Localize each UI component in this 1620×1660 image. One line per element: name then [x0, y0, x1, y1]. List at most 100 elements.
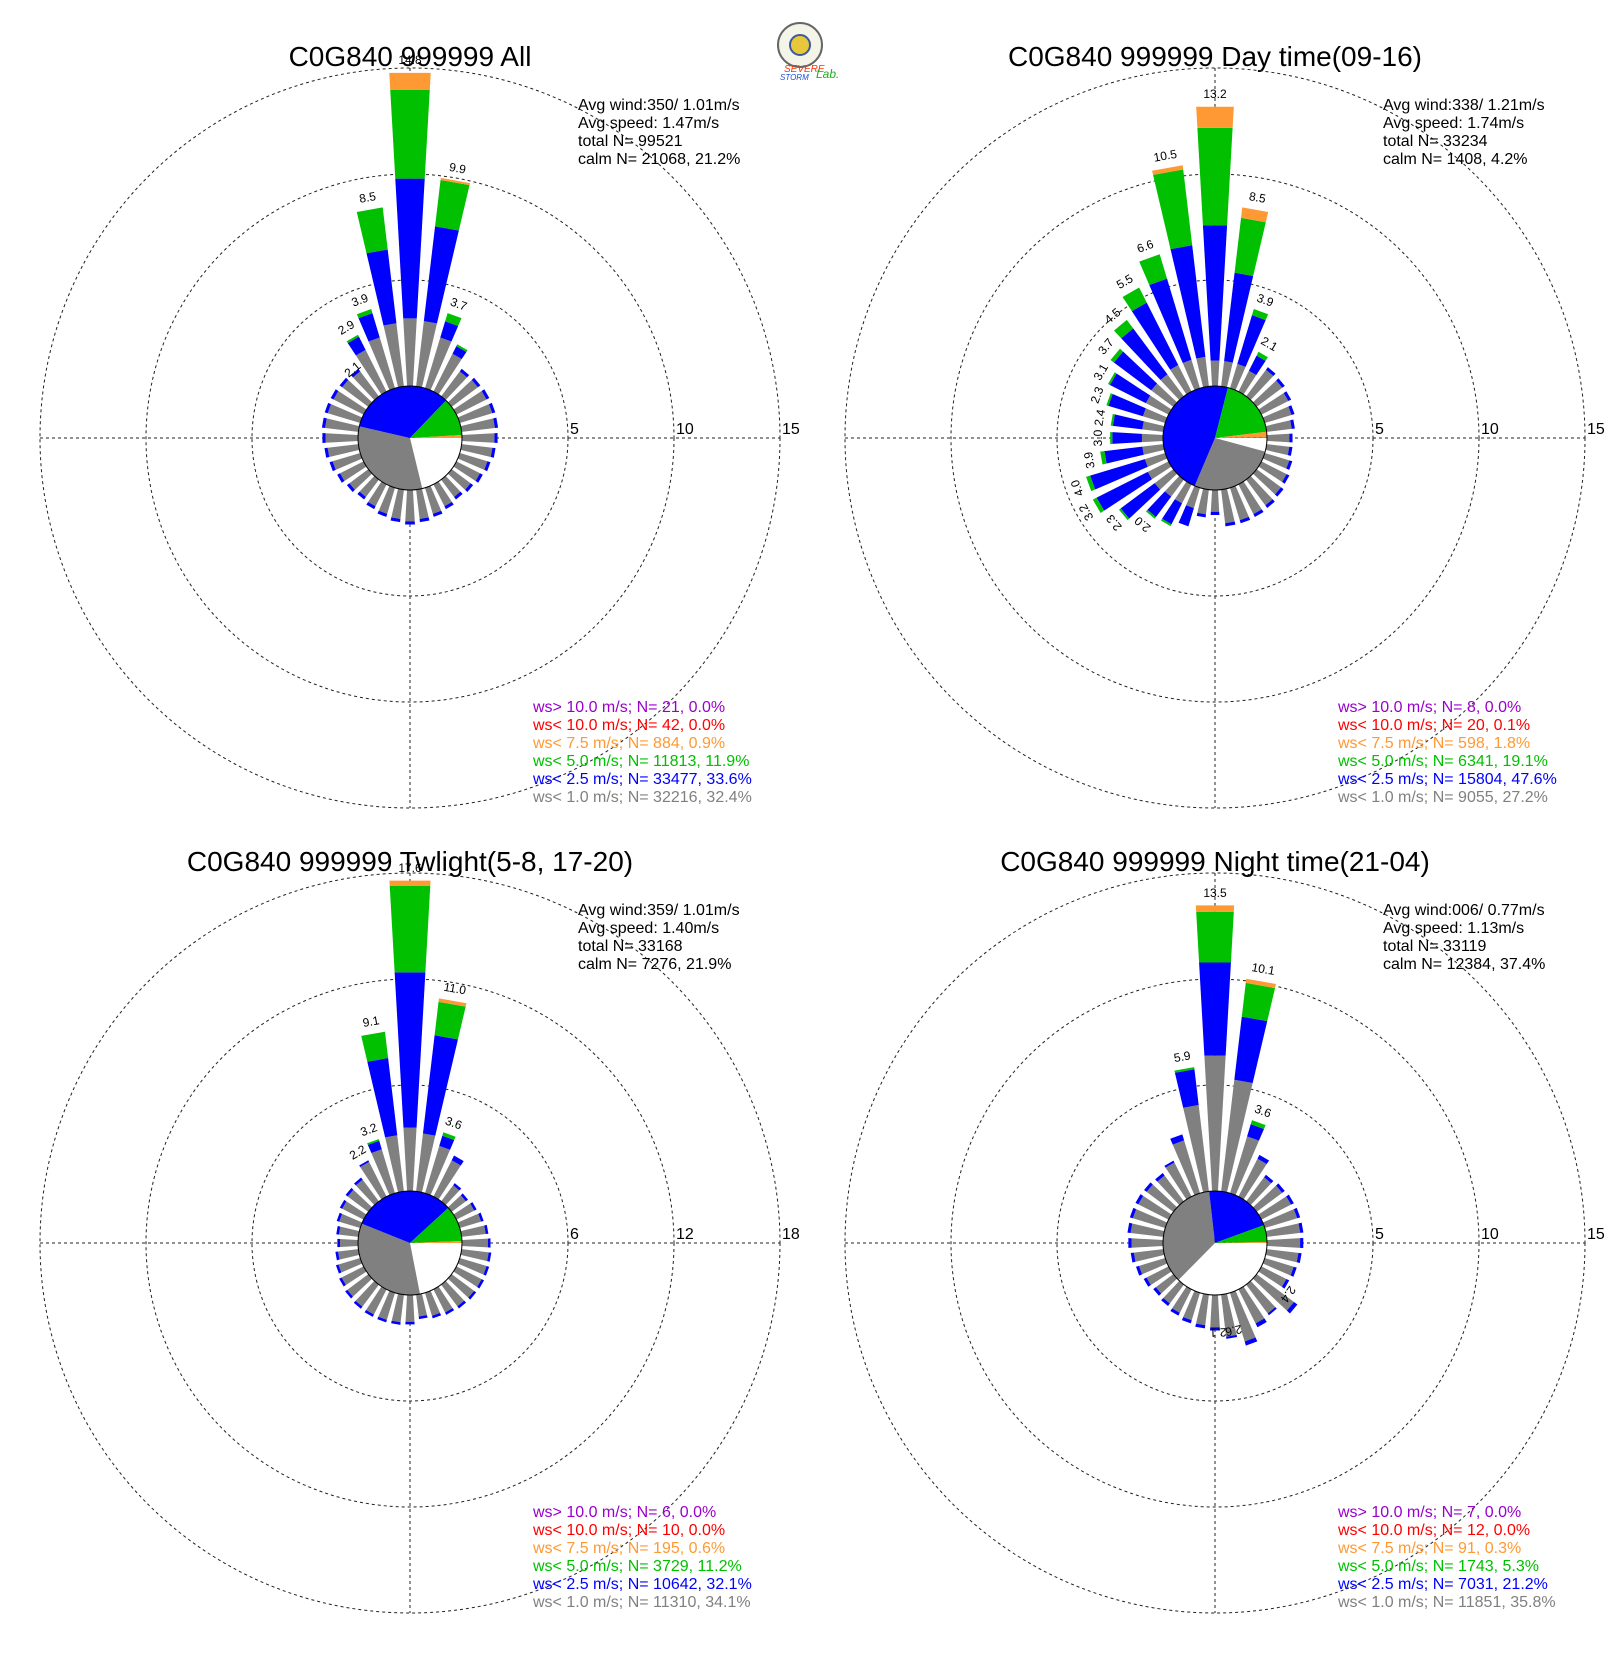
sector-bar--110-class-2: [1090, 459, 1148, 490]
ring-label: 15: [782, 421, 800, 438]
bar-value-label: 2.9: [335, 317, 357, 338]
bar-value-label: 8.5: [1248, 189, 1267, 206]
ring-label: 5: [1375, 1226, 1384, 1243]
pie-slice-class-2: [1209, 1191, 1264, 1243]
sector-bar-170-class-1: [416, 488, 429, 519]
sector-bar--150-class-2: [366, 501, 376, 510]
sector-bar-170-class-1: [416, 1293, 427, 1317]
sector-bar-0-class-1: [403, 1127, 417, 1192]
sector-bar--50-class-2: [1113, 351, 1158, 391]
sector-bar--30-class-2: [1131, 302, 1179, 370]
chart-title: C0G840 999999 All: [289, 41, 532, 72]
sector-bar--170-class-2: [391, 1320, 401, 1325]
sector-bar--170-class-1: [391, 488, 404, 519]
sector-bar-50-class-2: [1276, 378, 1285, 388]
chart-title: C0G840 999999 Night time(21-04): [1000, 846, 1430, 877]
pie-slice-class-3: [410, 1207, 462, 1243]
sector-bar--40-class-2: [350, 368, 361, 378]
sector-bar-80-class-2: [484, 1224, 489, 1235]
sector-bar-0-class-1: [403, 318, 417, 387]
sector-bar-90-class-1: [1266, 433, 1290, 443]
sector-bar-170-class-1: [1221, 488, 1235, 524]
sector-bar--140-class-2: [1147, 491, 1172, 518]
sector-bar--10-class-2: [1170, 245, 1206, 359]
bar-value-label: 3.6: [443, 1114, 464, 1133]
sector-bar-20-class-1: [424, 337, 452, 391]
calm-slice: [410, 1243, 462, 1295]
windrose-panel-3: C0G840 999999 Twlight(5-8, 17-20) 6 12 18 17…: [39, 846, 800, 1614]
sector-bar--80-class-2: [1127, 1222, 1133, 1234]
sector-bar-0-class-4: [389, 880, 431, 886]
legend-entry: ws< 1.0 m/s; N= 9055, 27.2%: [1337, 789, 1548, 806]
sector-bar--20-class-2: [367, 1140, 382, 1154]
sector-bar-80-class-2: [493, 417, 499, 428]
calm-circle: [357, 1190, 463, 1296]
sector-bar-140-class-2: [454, 491, 463, 500]
sector-bar--170-class-1: [1196, 1293, 1209, 1326]
bar-value-label: 2.2: [347, 1142, 369, 1163]
pie-slice-class-1: [1194, 438, 1266, 490]
sector-bar--100-class-2: [1130, 1252, 1136, 1263]
sector-bar--90-class-1: [325, 433, 359, 443]
legend-entry: ws< 5.0 m/s; N= 3729, 11.2%: [532, 1558, 742, 1575]
sector-bar-10-class-1: [416, 1133, 436, 1193]
legend-entry: ws> 10.0 m/s; N= 7, 0.0%: [1337, 1504, 1521, 1521]
sector-bar--170-class-2: [1196, 512, 1206, 518]
sector-bar--90-class-1: [1141, 433, 1164, 443]
legend-entry: ws< 1.0 m/s; N= 32216, 32.4%: [532, 789, 752, 806]
sector-bar--80-class-1: [1142, 421, 1165, 432]
sector-bar--40-class-2: [1155, 1172, 1165, 1182]
sector-bar-160-class-2: [432, 510, 443, 517]
calm-slice: [410, 438, 462, 489]
sector-bar-130-class-1: [1252, 469, 1282, 495]
sector-bar-150-class-2: [445, 1308, 455, 1315]
bar-value-label: 2.4: [1091, 408, 1108, 427]
sector-bar--110-class-2: [1135, 1265, 1143, 1276]
sector-bar-160-class-2: [1244, 1337, 1258, 1346]
sector-bar--10-class-3: [356, 207, 388, 254]
sector-bar-170-class-2: [419, 517, 430, 523]
sector-bar-30-class-2: [1257, 1154, 1270, 1165]
sector-bar--10-class-3: [1153, 169, 1193, 250]
sector-bar--10-class-2: [367, 1058, 398, 1138]
sector-bar--80-class-1: [1130, 1223, 1165, 1237]
sector-bar--180-class-1: [405, 1294, 415, 1322]
bar-value-label: 6.6: [1135, 237, 1156, 256]
sector-bar--20-class-1: [368, 337, 396, 391]
sector-bar--180-class-2: [405, 1321, 415, 1325]
sector-bar--20-class-2: [1149, 278, 1192, 363]
sector-bar-110-class-2: [1290, 1266, 1297, 1277]
sector-bar--180-class-2: [1210, 511, 1220, 515]
pie-slice-class-2: [361, 1190, 449, 1243]
legend-entry: ws< 2.5 m/s; N= 7031, 21.2%: [1337, 1576, 1548, 1593]
legend-entry: ws< 5.0 m/s; N= 1743, 5.3%: [1337, 1558, 1539, 1575]
sector-bar--120-class-2: [1143, 1277, 1151, 1287]
sector-bar--130-class-2: [1153, 1287, 1162, 1296]
sector-bar--30-class-1: [360, 1161, 387, 1200]
sector-bar-130-class-2: [468, 1290, 477, 1300]
sector-bar--140-class-2: [1161, 1297, 1170, 1306]
sector-bar--20-class-3: [1139, 254, 1168, 286]
sector-bar--150-class-1: [366, 1286, 387, 1315]
sector-bar--70-class-2: [336, 1212, 343, 1222]
sector-bar-0-class-3: [1196, 911, 1234, 963]
sector-bar-80-class-1: [1265, 420, 1292, 432]
sector-bar--60-class-2: [330, 389, 339, 400]
stat-line: Avg wind:338/ 1.21m/s: [1383, 97, 1545, 114]
sector-bar-10-class-1: [416, 321, 437, 388]
ring-label: 10: [1481, 421, 1499, 438]
stat-line: Avg wind:350/ 1.01m/s: [578, 97, 740, 114]
sector-bar--160-class-1: [378, 1290, 396, 1320]
sector-bar--130-class-3: [1118, 508, 1130, 521]
legend-entry: ws< 5.0 m/s; N= 6341, 19.1%: [1337, 753, 1548, 770]
bar-value-label: 3.9: [350, 291, 371, 310]
sector-bar-90-class-2: [494, 433, 498, 443]
sector-bar-20-class-3: [1251, 309, 1269, 321]
sector-bar-30-class-1: [433, 1160, 461, 1200]
sector-bar--120-class-3: [1092, 497, 1105, 514]
bar-value-label: 10.1: [1251, 960, 1277, 978]
sector-bar--180-class-2: [405, 521, 415, 525]
ring-label: 5: [1375, 421, 1384, 438]
sector-bar-50-class-1: [1252, 380, 1283, 407]
